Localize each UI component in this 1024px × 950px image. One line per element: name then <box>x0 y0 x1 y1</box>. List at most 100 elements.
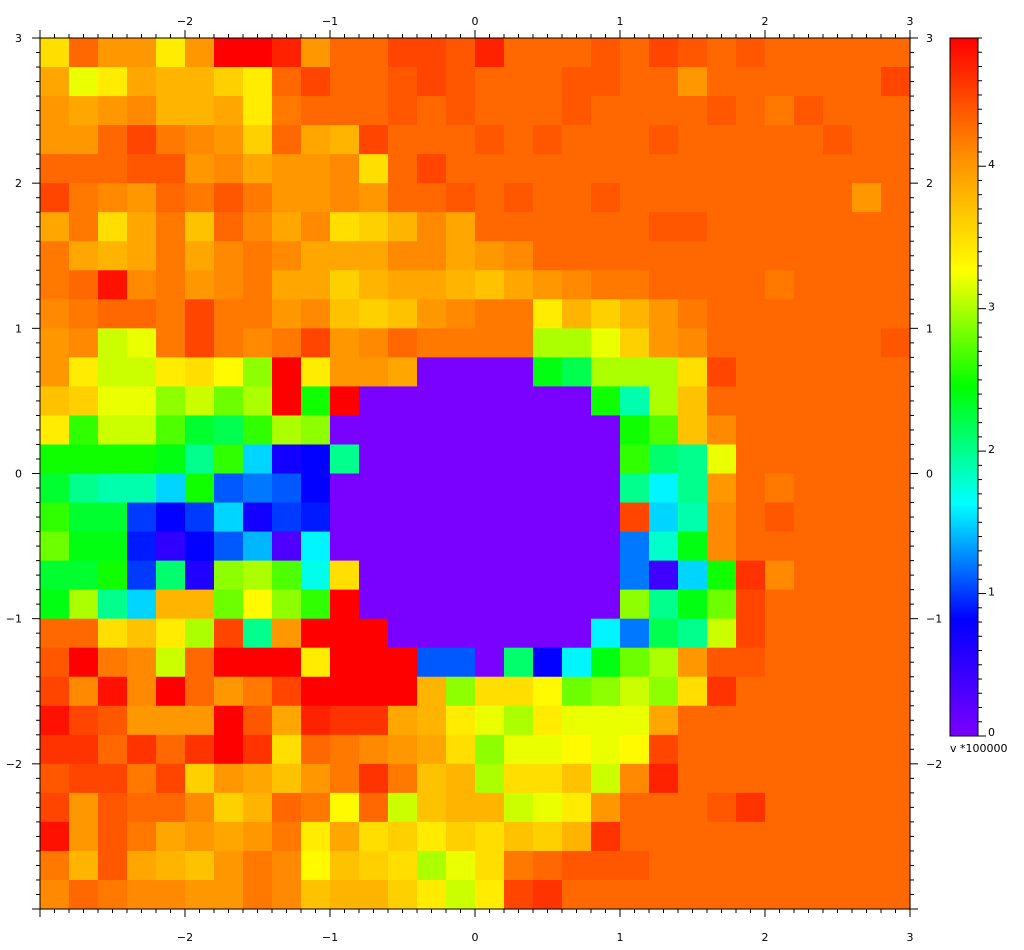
heatmap-cell <box>794 589 824 620</box>
heatmap-cell <box>649 154 679 184</box>
heatmap-cell <box>620 357 650 387</box>
heatmap-cell <box>446 67 476 97</box>
heatmap-cell <box>272 415 302 446</box>
heatmap-cell <box>156 299 186 329</box>
heatmap-cell <box>852 589 882 620</box>
heatmap-cell <box>446 734 476 765</box>
heatmap-cell <box>881 473 911 504</box>
heatmap-cell <box>214 589 244 620</box>
heatmap-cell <box>214 502 244 533</box>
heatmap-cell <box>475 212 505 242</box>
heatmap-cell <box>127 676 157 707</box>
heatmap-cell <box>765 328 795 358</box>
heatmap-cell <box>272 560 302 591</box>
heatmap-cell <box>475 444 505 475</box>
heatmap-cell <box>736 763 766 794</box>
heatmap-cell <box>156 647 186 678</box>
heatmap-cell <box>359 67 389 97</box>
heatmap-cell <box>707 647 737 678</box>
heatmap-cell <box>330 386 360 417</box>
heatmap-cell <box>69 386 99 417</box>
heatmap-cell <box>736 154 766 184</box>
heatmap-cell <box>823 154 853 184</box>
heatmap-cell <box>852 299 882 329</box>
heatmap-cell <box>359 154 389 184</box>
heatmap-cell <box>388 618 418 649</box>
y-tick-label-left: 1 <box>15 322 22 335</box>
heatmap-cell <box>562 67 592 97</box>
heatmap-cell <box>127 183 157 213</box>
heatmap-cell <box>852 502 882 533</box>
heatmap-cell <box>359 357 389 387</box>
heatmap-cell <box>504 357 534 387</box>
heatmap-cell <box>272 531 302 562</box>
heatmap-cell <box>736 734 766 765</box>
heatmap-cell <box>243 821 273 852</box>
heatmap-cell <box>40 560 70 591</box>
heatmap-cell <box>620 560 650 591</box>
heatmap-cell <box>475 270 505 300</box>
heatmap-cell <box>562 444 592 475</box>
heatmap-cell <box>330 125 360 155</box>
heatmap-cell <box>388 357 418 387</box>
heatmap-cell <box>98 386 128 417</box>
heatmap-cell <box>852 241 882 271</box>
heatmap-cell <box>562 589 592 620</box>
heatmap-cell <box>765 705 795 736</box>
heatmap-cell <box>127 125 157 155</box>
heatmap-cell <box>98 270 128 300</box>
heatmap-cell <box>736 38 766 68</box>
heatmap-cell <box>417 763 447 794</box>
heatmap-cell <box>649 38 679 68</box>
heatmap-cell <box>330 792 360 823</box>
heatmap-cell <box>417 473 447 504</box>
x-tick-label-bottom: 1 <box>617 931 624 944</box>
heatmap-cell <box>620 821 650 852</box>
heatmap-cell <box>794 299 824 329</box>
heatmap-cell <box>185 792 215 823</box>
heatmap-cell <box>359 531 389 562</box>
heatmap-cell <box>156 763 186 794</box>
heatmap-cell <box>156 96 186 126</box>
heatmap-cell <box>765 734 795 765</box>
heatmap-cell <box>69 299 99 329</box>
heatmap-cell <box>562 125 592 155</box>
heatmap-cell <box>794 734 824 765</box>
heatmap-cell <box>446 676 476 707</box>
heatmap-cell <box>475 473 505 504</box>
heatmap-cell <box>591 154 621 184</box>
heatmap-cell <box>330 676 360 707</box>
heatmap-cell <box>562 154 592 184</box>
heatmap-cell <box>156 879 186 910</box>
heatmap-cell <box>156 618 186 649</box>
y-tick-label-right: 3 <box>926 32 933 45</box>
heatmap-cell <box>98 589 128 620</box>
heatmap-cell <box>127 299 157 329</box>
heatmap-cell <box>359 676 389 707</box>
heatmap-cell <box>533 270 563 300</box>
heatmap-cell <box>185 96 215 126</box>
heatmap-cell <box>243 618 273 649</box>
heatmap-cell <box>243 96 273 126</box>
heatmap-cell <box>330 96 360 126</box>
heatmap-cell <box>127 212 157 242</box>
heatmap-cell <box>562 705 592 736</box>
heatmap-cell <box>881 154 911 184</box>
heatmap-cell <box>69 763 99 794</box>
heatmap-cell <box>678 328 708 358</box>
heatmap-cell <box>533 444 563 475</box>
heatmap-cell <box>98 125 128 155</box>
heatmap-cell <box>881 589 911 620</box>
heatmap-cell <box>243 328 273 358</box>
heatmap-cell <box>214 154 244 184</box>
heatmap-cell <box>533 589 563 620</box>
heatmap-cell <box>794 531 824 562</box>
heatmap-cell <box>359 879 389 910</box>
heatmap-cell <box>591 792 621 823</box>
heatmap-cell <box>678 676 708 707</box>
heatmap-cell <box>214 183 244 213</box>
heatmap-cell <box>765 270 795 300</box>
heatmap-cell <box>736 241 766 271</box>
heatmap-cell <box>591 676 621 707</box>
heatmap-cell <box>301 154 331 184</box>
